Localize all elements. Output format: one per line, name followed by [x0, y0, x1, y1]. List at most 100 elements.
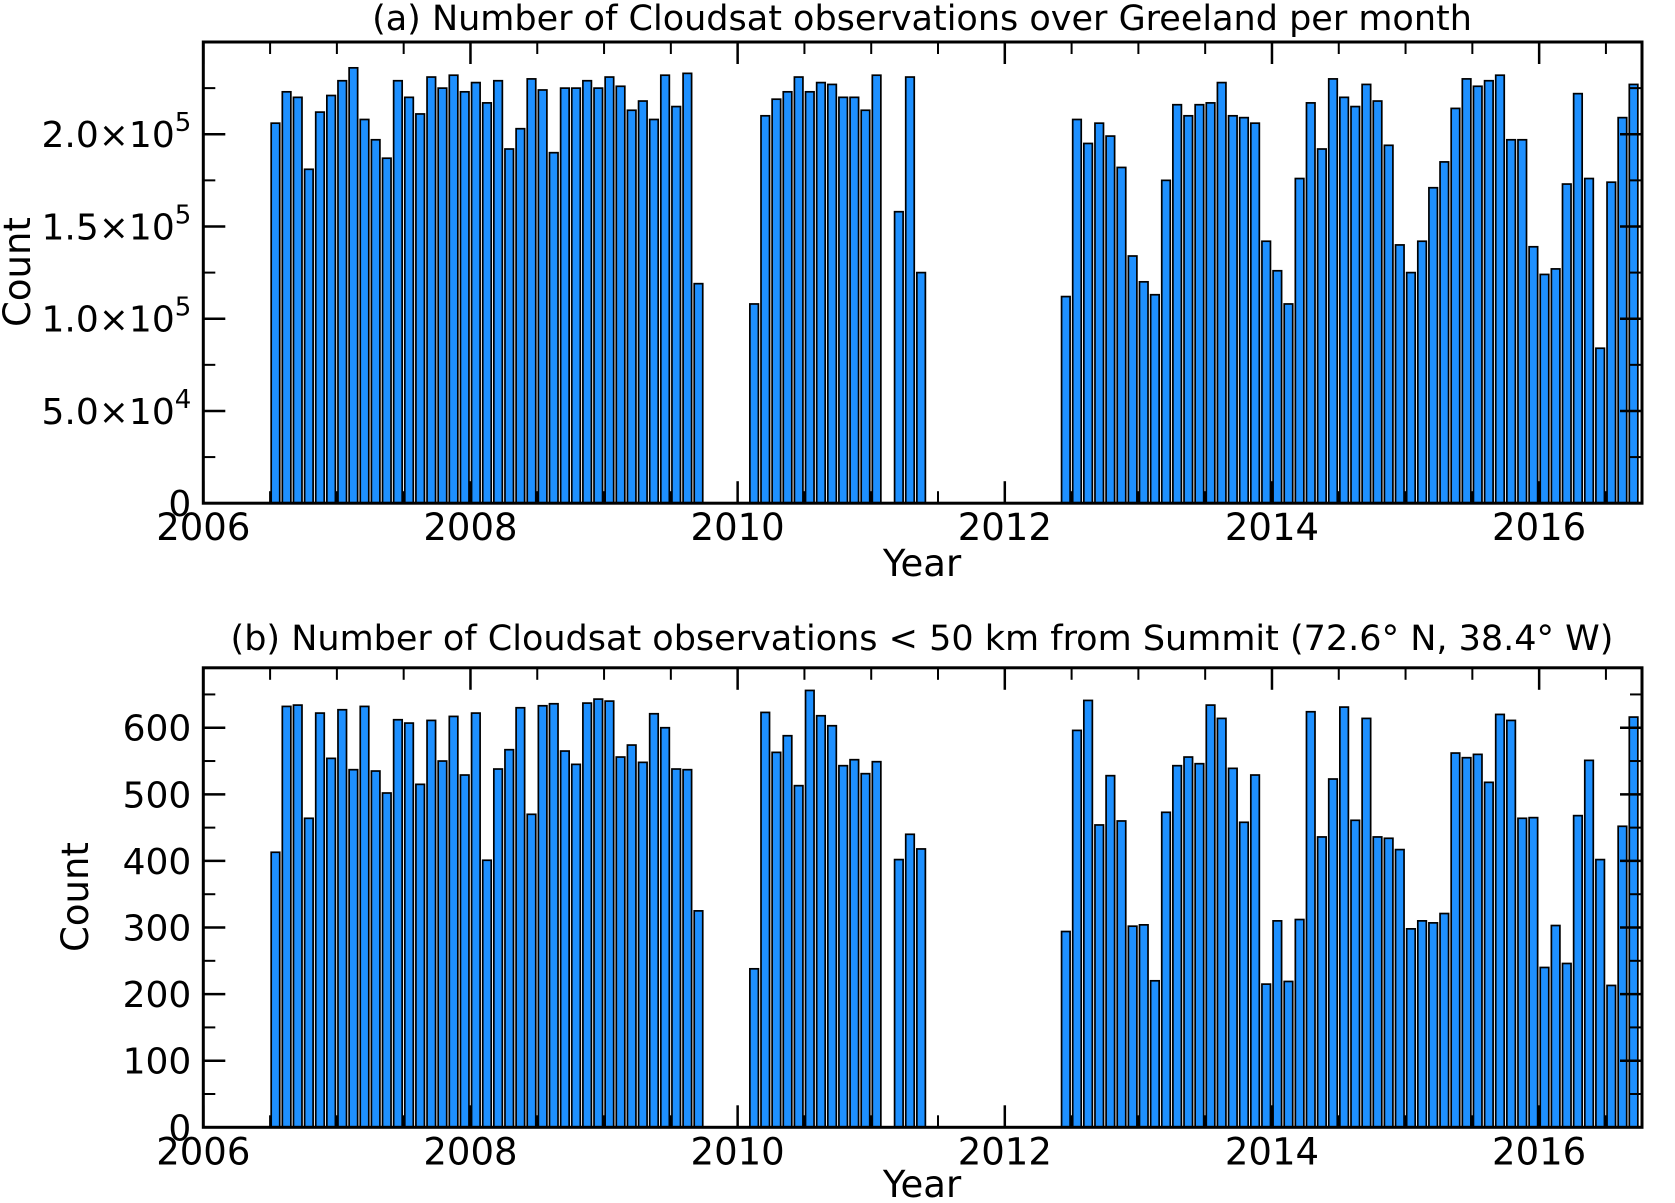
bar-2007-10 — [437, 760, 448, 1129]
bar-2014-05 — [1316, 836, 1327, 1129]
y-tick-label-300: 300 — [123, 909, 192, 950]
bar-2008-06 — [526, 78, 537, 505]
bar-2016-08 — [1617, 116, 1628, 505]
bar-2015-01 — [1405, 271, 1417, 505]
bar-2009-02 — [615, 756, 626, 1129]
bar-2015-10 — [1505, 719, 1517, 1129]
bar-2016-07 — [1606, 181, 1617, 505]
bar-2013-12 — [1261, 240, 1272, 505]
bar-2013-08 — [1216, 81, 1227, 505]
ticks-a — [202, 41, 1642, 505]
bar-2014-08 — [1350, 819, 1361, 1129]
bar-2015-08 — [1483, 781, 1494, 1129]
bars-b — [270, 689, 1639, 1129]
bar-2012-07 — [1071, 729, 1083, 1129]
bar-2013-07 — [1205, 102, 1216, 505]
bar-2016-05 — [1583, 177, 1595, 505]
bar-2008-08 — [548, 702, 559, 1129]
bar-2010-12 — [860, 772, 871, 1129]
bar-2013-05 — [1183, 114, 1194, 505]
bar-2010-04 — [771, 98, 782, 505]
bar-2010-09 — [826, 724, 838, 1129]
bar-2008-09 — [559, 750, 570, 1129]
bar-2007-06 — [392, 79, 404, 505]
bar-2015-12 — [1528, 816, 1539, 1129]
bar-2008-10 — [570, 87, 582, 505]
bars-a — [270, 66, 1639, 505]
bar-2006-09 — [292, 96, 303, 505]
bar-2007-11 — [448, 74, 459, 505]
bar-2013-09 — [1227, 767, 1238, 1129]
panel-a: (a) Number of Cloudsat observations over… — [0, 0, 1644, 585]
bar-2010-02 — [749, 967, 760, 1129]
bar-2006-12 — [326, 757, 337, 1129]
bar-2008-12 — [593, 87, 604, 505]
bar-2015-06 — [1461, 756, 1472, 1129]
bar-2011-03 — [893, 210, 904, 505]
bar-2008-05 — [515, 127, 526, 505]
x-tick-label-2008: 2008 — [423, 506, 517, 549]
bar-2009-07 — [671, 105, 682, 505]
bar-2014-06 — [1327, 78, 1339, 505]
bar-2015-12 — [1528, 245, 1539, 505]
bar-2009-06 — [659, 74, 671, 505]
panel-b-title: (b) Number of Cloudsat observations < 50… — [231, 619, 1614, 659]
bar-2016-09 — [1628, 83, 1639, 505]
bar-2008-01 — [470, 712, 481, 1129]
bar-2015-07 — [1472, 85, 1483, 505]
bar-2010-06 — [793, 784, 804, 1129]
bar-2008-12 — [593, 698, 604, 1129]
bar-2013-06 — [1194, 762, 1205, 1129]
bar-2014-07 — [1339, 96, 1350, 505]
x-tick-label-2010: 2010 — [691, 506, 785, 549]
bar-2016-05 — [1583, 759, 1595, 1129]
bar-2007-03 — [359, 705, 370, 1129]
bar-2011-03 — [893, 858, 904, 1129]
bar-2007-10 — [437, 87, 448, 505]
x-tick-label-2006: 2006 — [156, 506, 250, 549]
bar-2015-09 — [1494, 713, 1506, 1129]
bar-2016-04 — [1572, 814, 1584, 1129]
bar-2010-04 — [771, 751, 782, 1129]
bar-2007-01 — [337, 708, 348, 1129]
bar-2009-05 — [648, 118, 660, 505]
y-tick-label-200000: 2.0×105 — [42, 108, 192, 156]
bar-2015-07 — [1472, 753, 1483, 1129]
bar-2016-03 — [1561, 183, 1572, 505]
bar-2013-01 — [1138, 923, 1149, 1129]
y-tick-label-100: 100 — [123, 1042, 192, 1083]
bar-2014-05 — [1316, 148, 1327, 505]
bar-2007-07 — [403, 722, 415, 1129]
bar-2007-12 — [459, 90, 470, 505]
bar-2014-07 — [1339, 706, 1350, 1129]
bar-2013-10 — [1238, 116, 1250, 505]
bar-2008-07 — [537, 704, 548, 1129]
panel-b: (b) Number of Cloudsat observations < 50… — [54, 619, 1644, 1203]
x-tick-label-2012: 2012 — [958, 506, 1052, 549]
x-tick-label-2016: 2016 — [1492, 1130, 1586, 1173]
bar-2015-09 — [1494, 74, 1506, 505]
bar-2009-02 — [615, 85, 626, 505]
bar-2011-01 — [871, 74, 882, 505]
bar-2016-03 — [1561, 962, 1572, 1129]
y-tick-label-400: 400 — [123, 842, 192, 883]
x-tick-label-2014: 2014 — [1225, 1130, 1319, 1173]
bar-2014-04 — [1305, 102, 1316, 505]
bar-2007-03 — [359, 118, 370, 505]
bar-2012-09 — [1094, 824, 1105, 1129]
y-tick-label-150000: 1.5×105 — [42, 200, 192, 248]
bar-2010-11 — [849, 758, 860, 1129]
bar-2009-03 — [626, 744, 637, 1129]
bar-2006-07 — [270, 122, 281, 505]
bar-2010-12 — [860, 109, 871, 505]
bar-2013-04 — [1172, 764, 1183, 1129]
bar-2007-02 — [348, 768, 359, 1129]
x-tick-label-2014: 2014 — [1225, 506, 1319, 549]
bar-2016-06 — [1595, 858, 1606, 1129]
bar-2014-11 — [1383, 837, 1394, 1129]
bar-2015-02 — [1416, 240, 1428, 505]
panel-a-title: (a) Number of Cloudsat observations over… — [372, 0, 1472, 39]
bar-2016-04 — [1572, 92, 1584, 505]
bar-2014-04 — [1305, 710, 1316, 1129]
